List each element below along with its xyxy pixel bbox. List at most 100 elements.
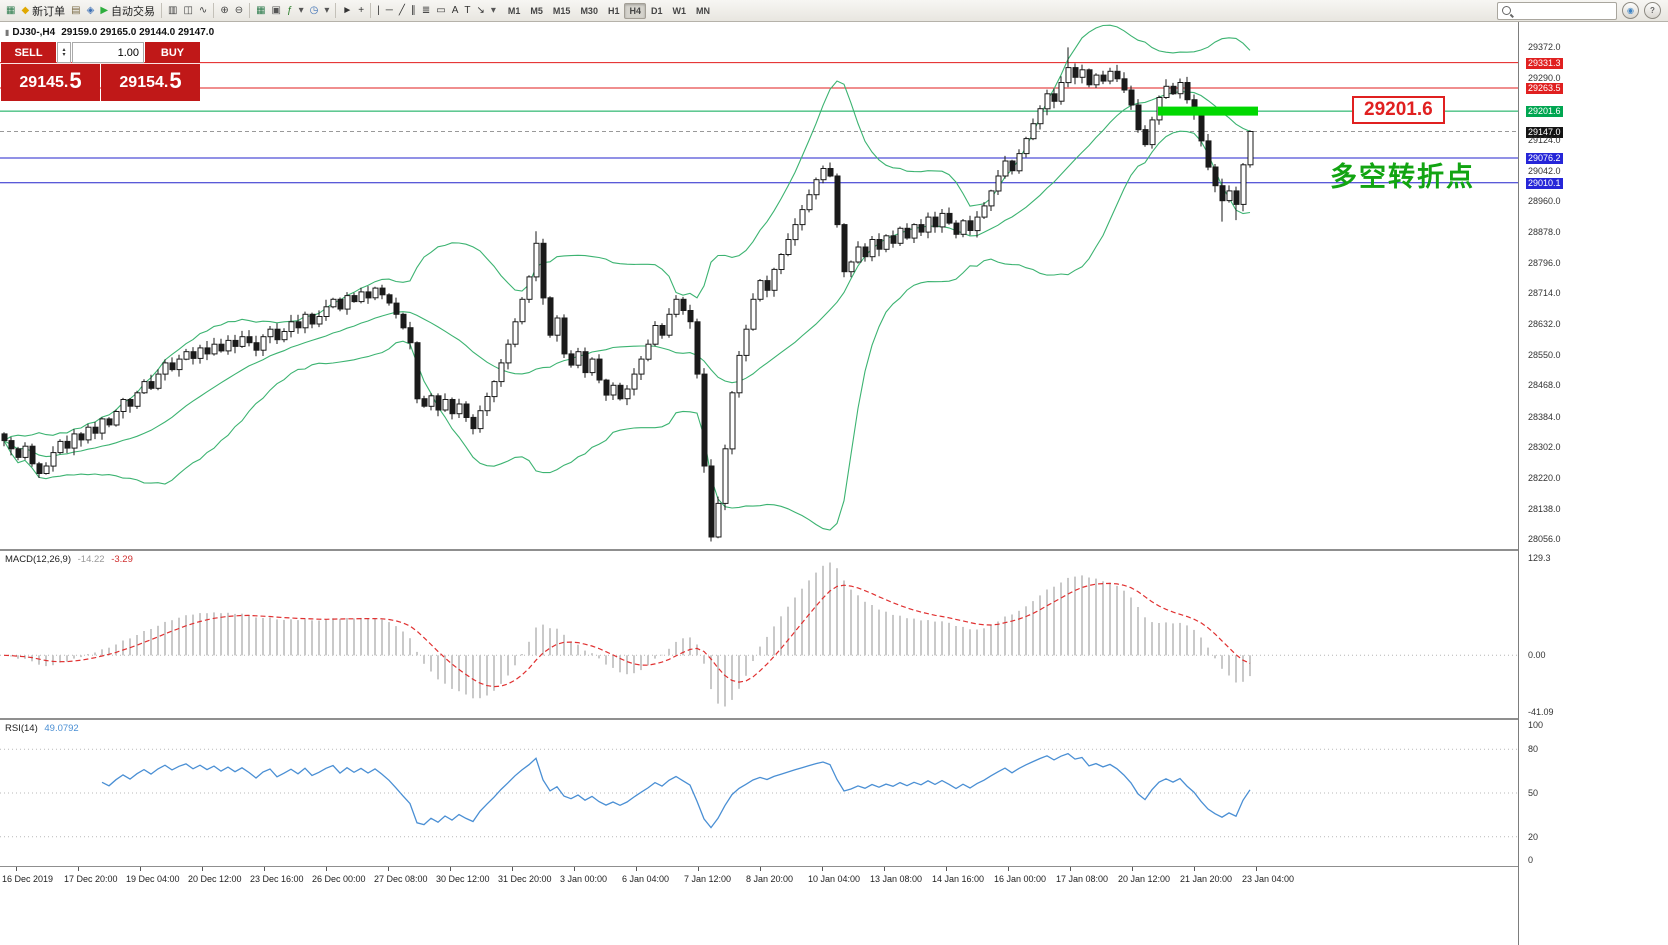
axis-label: 29147.0 (1526, 127, 1563, 138)
crosshair-button[interactable]: + (355, 2, 367, 20)
text-label-button[interactable]: T (461, 2, 473, 20)
equidistant-channel-button[interactable]: ∥ (408, 2, 419, 20)
autotrade-button[interactable]: ▶ 自动交易 (97, 2, 158, 20)
toolbar-left-group: ▦ ◆ 新订单 ▤ ◈ ▶ 自动交易 ▥ ◫ ∿ ⊕ ⊖ ▦ ▣ ƒ ▾ ◷ ▾ ► + | ─ ╱ ∥ ≣ ▭ A T ↘ ▾ (3, 2, 499, 20)
candlestick-chart-icon: ◫ (183, 4, 193, 16)
timeframe-m30-button[interactable]: M30 (580, 5, 598, 16)
time-axis-label: 23 Dec 16:00 (250, 874, 304, 884)
time-axis-tick (884, 867, 885, 871)
lot-input[interactable] (72, 42, 144, 63)
vertical-line-button[interactable]: | (374, 2, 383, 20)
time-axis-label: 17 Jan 08:00 (1056, 874, 1109, 884)
bollinger-middle (3, 91, 1251, 458)
cursor-button[interactable]: ► (339, 2, 355, 20)
timeframe-d1-button[interactable]: D1 (650, 5, 663, 16)
macd-label: MACD(12,26,9) -14.22 -3.29 (5, 554, 133, 565)
toolbar-separator (370, 3, 372, 18)
help-button[interactable]: ? (1644, 2, 1661, 19)
timeframe-m1-button[interactable]: M1 (507, 5, 521, 16)
text-button[interactable]: A (449, 2, 462, 20)
time-axis-label: 7 Jan 12:00 (684, 874, 732, 884)
autotrade-label: 自动交易 (111, 5, 156, 18)
price-axis[interactable]: 29372.0 29331.3 29290.0 29263.5 29201.6 29147… (1518, 22, 1668, 945)
toolbar-separator (213, 3, 215, 18)
trendline-button[interactable]: ╱ (396, 2, 408, 20)
panel-divider[interactable] (0, 549, 1668, 551)
periods-button[interactable]: ◷ (307, 2, 322, 20)
fibonacci-icon: ≣ (421, 4, 431, 16)
axis-label: 28960.0 (1528, 196, 1561, 206)
arrows-dropdown-icon: ▾ (490, 4, 496, 16)
time-axis-tick (264, 867, 265, 871)
buy-price[interactable]: 29154. 5 (101, 64, 200, 101)
vertical-line-icon: | (377, 4, 380, 16)
indicators-button[interactable]: ƒ (284, 2, 296, 20)
indicators-dropdown-button[interactable]: ▾ (296, 2, 307, 20)
panel-divider[interactable] (0, 718, 1668, 720)
rsi-label: RSI(14) 49.0792 (5, 723, 79, 734)
favorites-icon: ◈ (86, 4, 95, 16)
lot-down-icon[interactable]: ▾ (62, 51, 66, 58)
periods-dropdown-button[interactable]: ▾ (321, 2, 332, 20)
macd-signal-value: -3.29 (111, 554, 133, 565)
time-axis-tick (636, 867, 637, 871)
axis-label: 28384.0 (1528, 412, 1561, 422)
tile-windows-button[interactable]: ▦ (253, 2, 268, 20)
line-chart-button[interactable]: ∿ (196, 2, 210, 20)
timeframe-m5-button[interactable]: M5 (530, 5, 543, 16)
metaquotes-id-button[interactable]: ◉ (1622, 2, 1639, 19)
time-axis-label: 6 Jan 04:00 (622, 874, 670, 884)
fibonacci-button[interactable]: ≣ (419, 2, 433, 20)
time-axis-label: 31 Dec 20:00 (498, 874, 552, 884)
time-axis-label: 16 Dec 2019 (2, 874, 54, 884)
auto-arrange-button[interactable]: ▣ (269, 2, 284, 20)
level-annotation-box[interactable]: 29201.6 (1352, 96, 1445, 124)
arrows-dropdown-button[interactable]: ▾ (488, 2, 499, 20)
lot-up-icon[interactable]: ▴ (62, 46, 66, 53)
highlight-bar (1158, 106, 1258, 116)
axis-label: 28796.0 (1528, 258, 1561, 268)
search-box[interactable] (1497, 1, 1617, 20)
rsi-panel[interactable] (0, 720, 1518, 866)
chart-profiles-button[interactable]: ▤ (68, 2, 83, 20)
sell-price[interactable]: 29145. 5 (1, 64, 100, 101)
arrows-button[interactable]: ↘ (473, 2, 487, 20)
turning-point-text[interactable]: 多空转折点 (1330, 162, 1475, 192)
time-axis-tick (1132, 867, 1133, 871)
axis-label: 28056.0 (1528, 534, 1561, 544)
time-axis-tick (388, 867, 389, 871)
zoom-in-button[interactable]: ⊕ (217, 2, 231, 20)
shapes-button[interactable]: ▭ (433, 2, 448, 20)
favorites-button[interactable]: ◈ (84, 2, 98, 20)
chart-profiles-icon: ▤ (71, 4, 81, 16)
app-menu-button[interactable]: ▦ (3, 2, 18, 20)
timeframe-w1-button[interactable]: W1 (672, 5, 687, 16)
tile-windows-icon: ▦ (256, 4, 266, 16)
sell-button[interactable]: SELL (1, 42, 56, 63)
horizontal-line-button[interactable]: ─ (383, 2, 396, 20)
buy-button[interactable]: BUY (145, 42, 200, 63)
timeframe-h1-button[interactable]: H1 (607, 5, 620, 16)
new-order-icon: ◆ (21, 4, 30, 16)
bar-chart-button[interactable]: ▥ (165, 2, 180, 20)
time-axis-tick (140, 867, 141, 871)
axis-label: -41.09 (1528, 707, 1554, 717)
timeframe-m15-button[interactable]: M15 (552, 5, 571, 16)
zoom-out-button[interactable]: ⊖ (232, 2, 246, 20)
search-input[interactable] (1515, 4, 1612, 17)
main-chart[interactable] (0, 22, 1518, 549)
time-axis-tick (822, 867, 823, 871)
axis-divider (0, 866, 1668, 867)
timeframe-mn-button[interactable]: MN (696, 5, 710, 16)
time-axis[interactable]: 16 Dec 2019 17 Dec 20:00 19 Dec 04:00 20 De… (0, 867, 1518, 945)
time-axis-tick (1256, 867, 1257, 871)
time-axis-tick (1008, 867, 1009, 871)
lot-stepper[interactable]: ▴ ▾ (57, 42, 71, 63)
text-label-icon: T (464, 4, 471, 16)
time-axis-tick (1194, 867, 1195, 871)
toolbar-separator (335, 3, 337, 18)
macd-panel[interactable] (0, 551, 1518, 718)
candlestick-chart-button[interactable]: ◫ (180, 2, 195, 20)
timeframe-h4-button[interactable]: H4 (624, 2, 646, 19)
new-order-button[interactable]: ◆ 新订单 (18, 2, 68, 20)
